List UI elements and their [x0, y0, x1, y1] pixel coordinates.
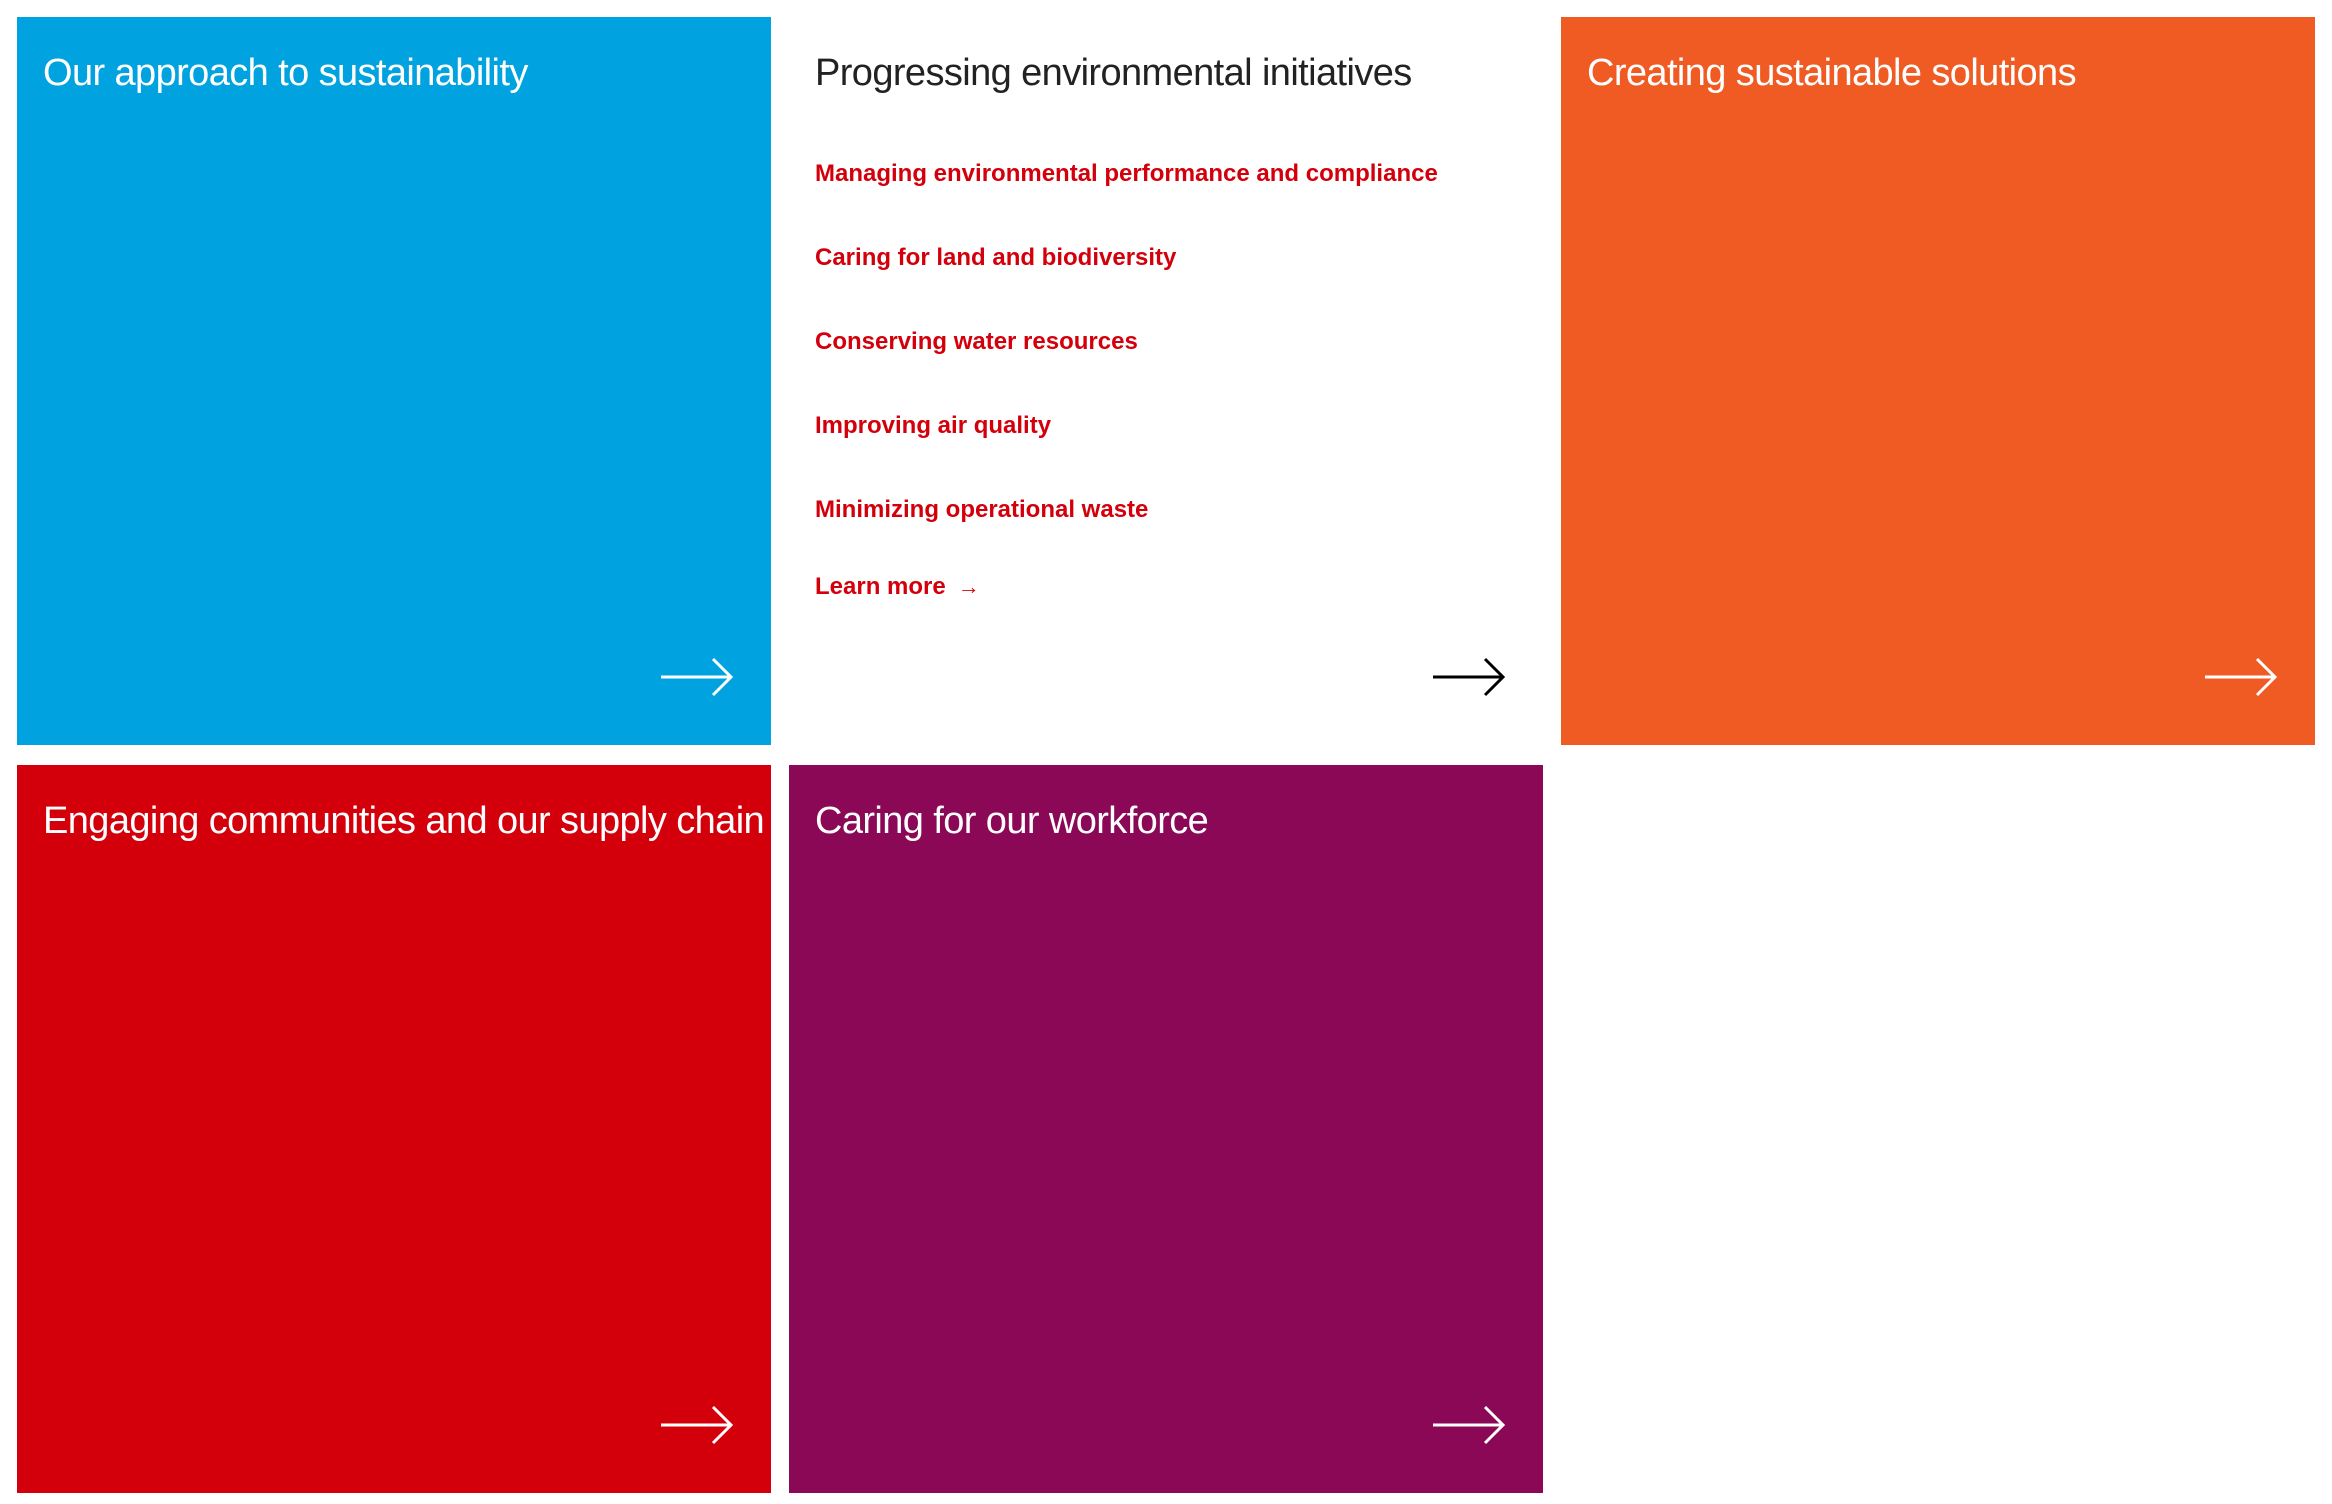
tile-title: Our approach to sustainability: [43, 52, 528, 94]
link-land-biodiversity[interactable]: Caring for land and biodiversity: [815, 244, 1177, 271]
arrow-right-icon[interactable]: [659, 653, 735, 701]
arrow-right-icon[interactable]: [1431, 1401, 1507, 1449]
tile-title: Progressing environmental initiatives: [815, 52, 1412, 94]
learn-more-label: Learn more: [815, 573, 946, 600]
list-item: Improving air quality: [815, 395, 1438, 479]
link-environmental-performance[interactable]: Managing environmental performance and c…: [815, 160, 1438, 187]
tile-environmental-initiatives: Progressing environmental initiatives Ma…: [789, 17, 1543, 745]
tile-communities-supply-chain[interactable]: Engaging communities and our supply chai…: [17, 765, 771, 1493]
initiatives-link-list: Managing environmental performance and c…: [815, 143, 1438, 563]
small-arrow-icon: →: [957, 574, 980, 599]
tile-title: Caring for our workforce: [815, 800, 1209, 842]
link-air-quality[interactable]: Improving air quality: [815, 412, 1052, 439]
tile-sustainable-solutions[interactable]: Creating sustainable solutions: [1561, 17, 2315, 745]
link-water-resources[interactable]: Conserving water resources: [815, 328, 1138, 355]
list-item: Managing environmental performance and c…: [815, 143, 1438, 227]
list-item: Conserving water resources: [815, 311, 1438, 395]
arrow-right-icon[interactable]: [659, 1401, 735, 1449]
arrow-right-icon[interactable]: [2203, 653, 2279, 701]
list-item: Caring for land and biodiversity: [815, 227, 1438, 311]
arrow-right-icon[interactable]: [1431, 653, 1507, 701]
learn-more-link[interactable]: Learn more →: [815, 573, 980, 601]
tile-approach-to-sustainability[interactable]: Our approach to sustainability: [17, 17, 771, 745]
tile-title: Creating sustainable solutions: [1587, 52, 2077, 94]
list-item: Minimizing operational waste: [815, 479, 1438, 563]
link-operational-waste[interactable]: Minimizing operational waste: [815, 496, 1149, 523]
tile-workforce[interactable]: Caring for our workforce: [789, 765, 1543, 1493]
tile-title: Engaging communities and our supply chai…: [43, 800, 765, 842]
